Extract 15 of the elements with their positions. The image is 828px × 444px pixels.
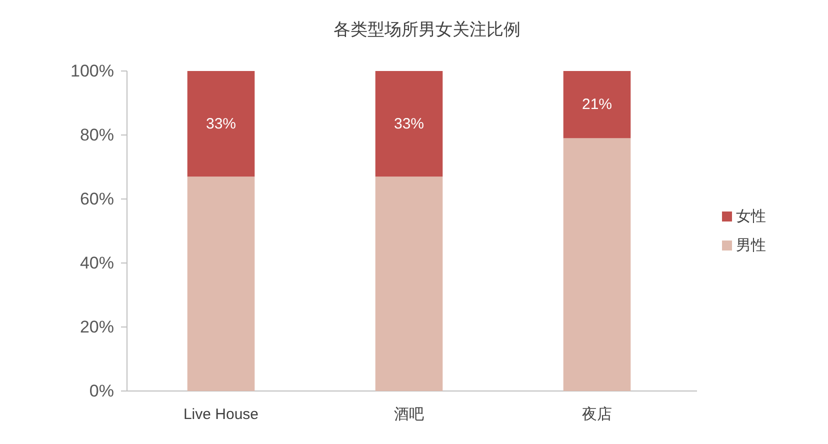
ytick: 80% [80,126,114,144]
ytick: 0% [89,382,114,400]
ytick: 100% [70,62,114,80]
xtick: 夜店 [582,406,612,423]
data-label: 33% [206,115,236,132]
legend-label: 男性 [736,237,766,254]
data-label: 33% [394,115,424,132]
ytick: 20% [80,318,114,336]
legend-label: 女性 [736,208,766,225]
data-label: 21% [582,96,612,114]
xtick: Live House [183,406,259,423]
ytick: 40% [80,254,114,272]
xtick: 酒吧 [394,406,424,423]
title: 各类型场所男女关注比例 [334,20,520,39]
ytick: 60% [80,190,114,208]
